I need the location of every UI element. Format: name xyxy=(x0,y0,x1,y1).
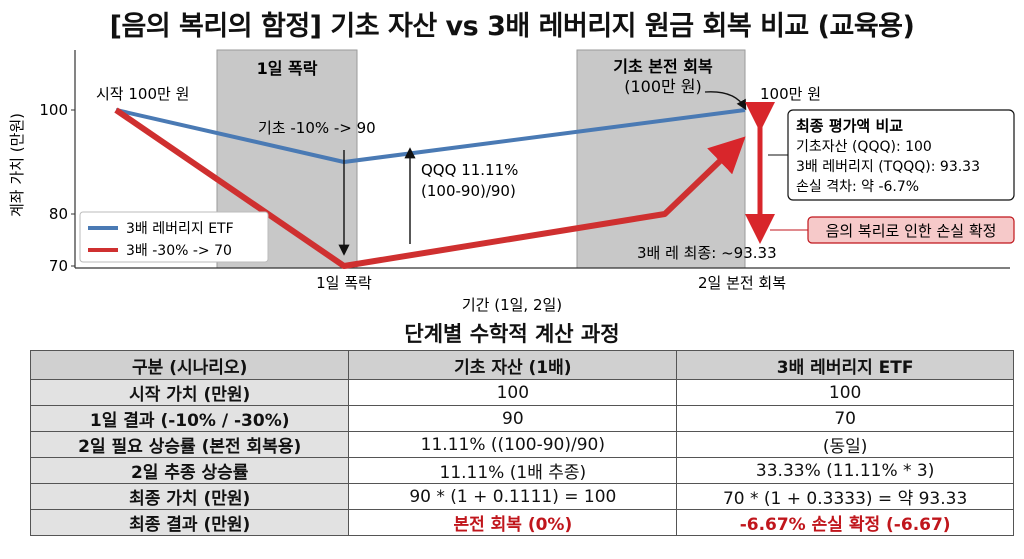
table-cell-leverage: (동일) xyxy=(676,431,1014,458)
x-axis-label: 기간 (1일, 2일) xyxy=(462,296,562,314)
page-title: [음의 복리의 함정] 기초 자산 vs 3배 레버리지 원금 회복 비교 (교… xyxy=(109,11,915,42)
table-cell-leverage: 100 xyxy=(676,379,1014,406)
table-header-base: 기초 자산 (1배) xyxy=(348,350,678,380)
table-row: 최종 가치 (만원) 90 * (1 + 0.1111) = 100 70 * … xyxy=(29,483,1014,510)
table-cell-base: 90 * (1 + 0.1111) = 100 xyxy=(348,483,678,510)
table-row: 1일 결과 (-10% / -30%) 90 70 xyxy=(29,405,1014,432)
table-cell-base: 11.11% ((100-90)/90) xyxy=(348,431,678,458)
legend-box xyxy=(79,211,269,263)
table-header-leverage: 3배 레버리지 ETF xyxy=(676,350,1014,380)
y-tick-label: 100 xyxy=(39,101,68,119)
annotation-lev-final: 3배 레 최종: ~93.33 xyxy=(637,244,777,262)
table-row-label: 최종 가치 (만원) xyxy=(29,483,350,510)
table-header-row: 구분 (시나리오) 기초 자산 (1배) 3배 레버리지 ETF xyxy=(29,350,1014,380)
final-box-line3: 손실 격차: 약 -6.7% xyxy=(796,179,919,195)
final-box-title: 최종 평가액 비교 xyxy=(796,117,903,135)
legend-label-red: 3배 -30% -> 70 xyxy=(126,243,232,259)
table-cell-leverage: 33.33% (11.11% * 3) xyxy=(676,457,1014,484)
table-cell-base: 본전 회복 (0%) xyxy=(348,509,678,536)
table-cell-leverage: -6.67% 손실 확정 (-6.67) xyxy=(676,509,1014,536)
y-tick-label: 70 xyxy=(49,257,68,275)
annotation-end-100: 100만 원 xyxy=(760,85,821,103)
annotation-qqq-gain-1: QQQ 11.11% xyxy=(421,161,518,179)
table-header-scenario: 구분 (시나리오) xyxy=(29,350,350,380)
x-tick-label-day1: 1일 폭락 xyxy=(316,274,372,292)
table-row-label: 1일 결과 (-10% / -30%) xyxy=(29,405,350,432)
table-row: 시작 가치 (만원) 100 100 xyxy=(29,379,1014,406)
table-cell-base: 90 xyxy=(348,405,678,432)
table-cell-base: 100 xyxy=(348,379,678,406)
recovery-pointer-arrow xyxy=(704,91,747,111)
table-cell-leverage: 70 * (1 + 0.3333) = 약 93.33 xyxy=(676,483,1014,510)
legend-label-blue: 3배 레버리지 ETF xyxy=(126,221,234,237)
loss-callout-text: 음의 복리로 인한 손실 확정 xyxy=(826,222,997,240)
table-cell-base: 11.11% (1배 추종) xyxy=(348,457,678,484)
shaded-region-day2-label: 기초 본전 회복 xyxy=(613,57,713,76)
table-row: 최종 결과 (만원) 본전 회복 (0%) -6.67% 손실 확정 (-6.6… xyxy=(29,509,1014,536)
y-axis-label: 계좌 가치 (만원) xyxy=(8,113,26,217)
table-title: 단계별 수학적 계산 과정 xyxy=(404,322,620,346)
table-row-label: 2일 필요 상승률 (본전 회복용) xyxy=(29,431,350,458)
shaded-region-day1-label: 1일 폭락 xyxy=(257,59,318,78)
y-tick-label: 80 xyxy=(49,205,68,223)
table-row-label: 시작 가치 (만원) xyxy=(29,379,350,406)
chart: 1일 폭락 기초 본전 회복 (100만 원) 100 80 70 계좌 가치 (만… xyxy=(8,49,1015,314)
final-box-line1: 기초자산 (QQQ): 100 xyxy=(796,139,932,155)
annotation-start: 시작 100만 원 xyxy=(96,85,189,103)
final-box-line2: 3배 레버리지 (TQQQ): 93.33 xyxy=(796,159,980,175)
table-row-label: 2일 추종 상승률 xyxy=(29,457,350,484)
table-cell-leverage: 70 xyxy=(676,405,1014,432)
shaded-region-day2-sublabel: (100만 원) xyxy=(624,77,702,96)
calculation-table: 구분 (시나리오) 기초 자산 (1배) 3배 레버리지 ETF 시작 가치 (… xyxy=(29,350,1014,536)
series-line-leverage xyxy=(114,107,746,269)
annotation-base-drop: 기초 -10% -> 90 xyxy=(258,119,376,137)
x-tick-label-day2: 2일 본전 회복 xyxy=(698,274,786,292)
table-row-label: 최종 결과 (만원) xyxy=(29,509,350,536)
table-row: 2일 추종 상승률 11.11% (1배 추종) 33.33% (11.11% … xyxy=(29,457,1014,484)
table-row: 2일 필요 상승률 (본전 회복용) 11.11% ((100-90)/90) … xyxy=(29,431,1014,458)
annotation-qqq-gain-2: (100-90)/90) xyxy=(421,182,516,200)
